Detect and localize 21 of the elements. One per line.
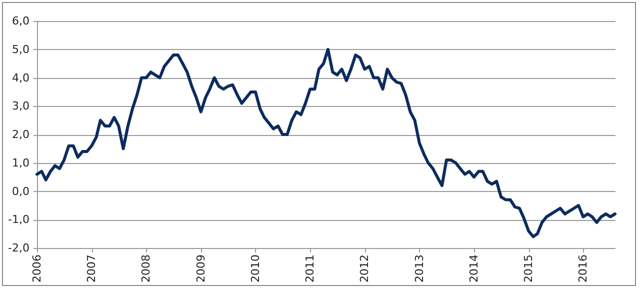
x-tick-label: 2009 <box>194 254 208 282</box>
x-tick-label: 2013 <box>412 254 426 282</box>
x-tick-label: 2011 <box>304 254 317 282</box>
x-tick-label: 2006 <box>30 254 44 282</box>
x-tick-label: 2015 <box>522 254 536 282</box>
line-series <box>36 48 616 238</box>
x-tick-label: 2008 <box>140 254 153 282</box>
x-tick-label: 2010 <box>248 254 262 282</box>
x-tick-label: 2012 <box>358 254 372 282</box>
y-tick-label: 5,0 <box>12 42 30 56</box>
x-tick-label: 2016 <box>576 254 590 282</box>
y-tick-label: 6,0 <box>12 14 30 28</box>
y-tick-label: 1,0 <box>12 156 30 170</box>
y-tick-label: 2,0 <box>12 128 30 141</box>
y-tick-label: 0,0 <box>12 184 30 198</box>
y-tick-label: -2,0 <box>8 242 30 254</box>
y-tick-label: -1,0 <box>8 213 30 226</box>
y-tick-label: 3,0 <box>12 100 30 113</box>
y-tick-label: 4,0 <box>12 71 30 84</box>
x-tick-label: 2014 <box>467 254 480 282</box>
x-tick-label: 2007 <box>85 254 98 282</box>
